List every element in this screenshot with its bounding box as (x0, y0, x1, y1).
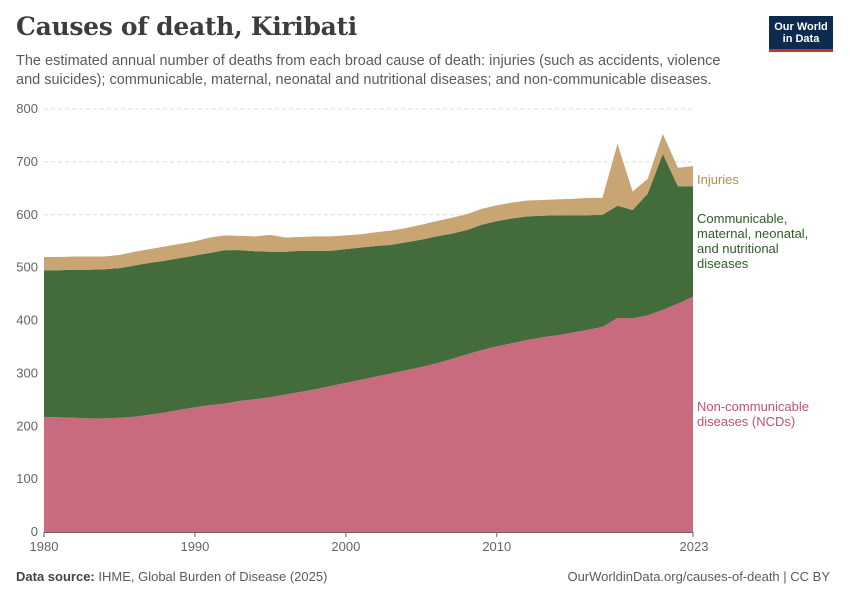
y-tick-label-200: 200 (16, 418, 38, 433)
area-series (44, 133, 693, 532)
legend-communicable-line-1: Communicable, (697, 211, 787, 226)
data-source-text: IHME, Global Burden of Disease (2025) (98, 569, 328, 584)
legend-communicable[interactable]: Communicable,maternal, neonatal,and nutr… (697, 211, 808, 271)
x-tick-label-2023: 2023 (680, 539, 709, 554)
y-tick-label-0: 0 (31, 524, 38, 539)
x-tick-label-1980: 1980 (30, 539, 59, 554)
legend-ncd-line-2: diseases (NCDs) (697, 414, 795, 429)
ncd-area[interactable] (44, 296, 693, 532)
data-source-label: Data source: (16, 569, 95, 584)
x-tick-label-1990: 1990 (180, 539, 209, 554)
axes: 0 100 200 300 400 500 600 700 800 1980 1990 2000 201… (16, 101, 708, 554)
y-tick-label-300: 300 (16, 365, 38, 380)
y-tick-label-600: 600 (16, 207, 38, 222)
chart-subtitle: The estimated annual number of deaths fr… (16, 53, 721, 88)
chart-title: Causes of death, Kiribati (16, 12, 357, 41)
injuries-area[interactable] (44, 133, 693, 271)
y-tick-label-700: 700 (16, 154, 38, 169)
logo-line-1: Our World (774, 21, 828, 33)
legend-communicable-line-4: diseases (697, 256, 749, 271)
x-tick-label-2010: 2010 (482, 539, 511, 554)
y-tick-label-100: 100 (16, 471, 38, 486)
legend-injuries[interactable]: Injuries (697, 172, 739, 187)
y-tick-label-500: 500 (16, 260, 38, 275)
communicable-area[interactable] (44, 153, 693, 419)
data-source: Data source: IHME, Global Burden of Dise… (16, 569, 327, 584)
legend-communicable-line-3: and nutritional (697, 241, 779, 256)
y-tick-label-800: 800 (16, 101, 38, 116)
legend-communicable-line-2: maternal, neonatal, (697, 226, 808, 241)
legend-injuries-line-1: Injuries (697, 172, 739, 187)
logo-line-2: in Data (782, 33, 820, 45)
source-url[interactable]: OurWorldinData.org/causes-of-death | CC … (567, 569, 830, 584)
legend-ncd-line-1: Non-communicable (697, 399, 809, 414)
x-tick-label-2000: 2000 (331, 539, 360, 554)
y-tick-label-400: 400 (16, 313, 38, 328)
owid-logo[interactable]: Our World in Data (769, 16, 833, 52)
